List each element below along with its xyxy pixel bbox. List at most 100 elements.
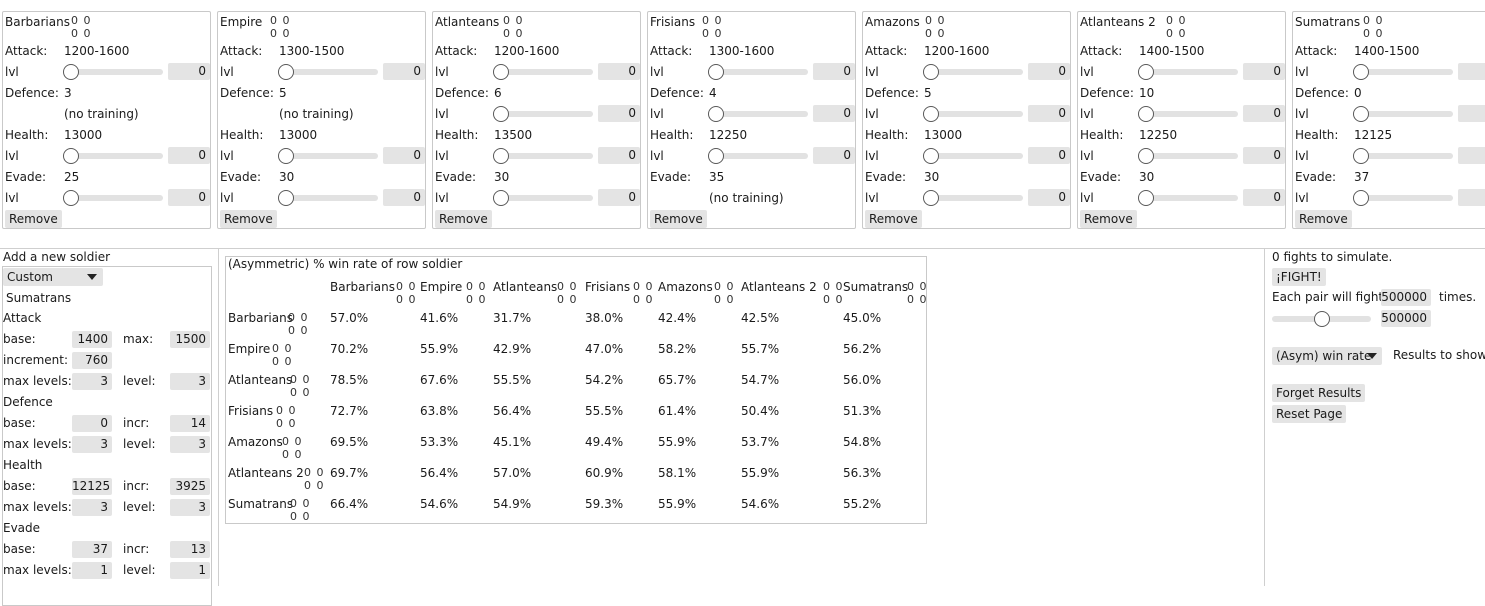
evade-base-input[interactable]: 37 [72,541,112,558]
slider-knob[interactable] [1138,64,1154,80]
fights-slider[interactable] [1272,309,1371,329]
evade-level-slider[interactable] [278,188,378,208]
slider-knob[interactable] [1138,106,1154,122]
remove-button[interactable]: Remove [435,210,492,228]
remove-button[interactable]: Remove [5,210,62,228]
health-level-slider[interactable] [278,146,378,166]
slider-knob[interactable] [1353,190,1369,206]
attack-level-input[interactable]: 3 [170,373,210,390]
attack-increment-input[interactable]: 760 [72,352,112,369]
evade-incr-input[interactable]: 13 [170,541,210,558]
evade-level-slider[interactable] [63,188,163,208]
slider-knob[interactable] [1138,190,1154,206]
health-level-slider[interactable] [923,146,1023,166]
evade-level-input[interactable]: 0 [598,189,640,206]
attack-base-input[interactable]: 1400 [72,331,112,348]
health-level-input[interactable]: 0 [1028,147,1070,164]
slider-knob[interactable] [1138,148,1154,164]
slider-knob[interactable] [923,64,939,80]
health-level-input[interactable]: 0 [598,147,640,164]
slider-knob[interactable] [1353,148,1369,164]
attack-level-input[interactable]: 0 [1028,63,1070,80]
evade-level-slider[interactable] [493,188,593,208]
evade-max-levels-input[interactable]: 1 [72,562,112,579]
slider-knob[interactable] [278,190,294,206]
health-level-slider[interactable] [1138,146,1238,166]
defence-level-input[interactable]: 0 [1243,105,1285,122]
remove-button[interactable]: Remove [1295,210,1352,228]
health-level-slider[interactable] [63,146,163,166]
health-level-input[interactable]: 0 [168,147,210,164]
evade-level-input[interactable]: 0 [168,189,210,206]
attack-level-input[interactable]: 0 [1243,63,1285,80]
health-level-input[interactable]: 3 [170,499,210,516]
evade-level-slider[interactable] [1353,188,1453,208]
slider-knob[interactable] [1313,311,1330,327]
attack-level-slider[interactable] [1138,62,1238,82]
slider-knob[interactable] [63,190,79,206]
remove-button[interactable]: Remove [865,210,922,228]
attack-max-levels-input[interactable]: 3 [72,373,112,390]
defence-level-slider[interactable] [1353,104,1453,124]
defence-level-slider[interactable] [493,104,593,124]
defence-level-slider[interactable] [1138,104,1238,124]
defence-level-input[interactable]: 3 [170,436,210,453]
attack-level-slider[interactable] [708,62,808,82]
attack-level-slider[interactable] [923,62,1023,82]
defence-level-input[interactable]: 0 [1028,105,1070,122]
evade-level-input[interactable]: 0 [1028,189,1070,206]
evade-level-input[interactable]: 0 [1458,189,1485,206]
attack-level-slider[interactable] [1353,62,1453,82]
evade-level-slider[interactable] [1138,188,1238,208]
slider-knob[interactable] [1353,64,1369,80]
evade-level-input[interactable]: 0 [1243,189,1285,206]
slider-knob[interactable] [63,64,79,80]
defence-incr-input[interactable]: 14 [170,415,210,432]
attack-level-input[interactable]: 0 [168,63,210,80]
preset-select[interactable]: Custom [3,268,103,286]
defence-level-input[interactable]: 0 [813,105,855,122]
health-level-slider[interactable] [1353,146,1453,166]
slider-knob[interactable] [493,148,509,164]
health-level-input[interactable]: 0 [813,147,855,164]
slider-knob[interactable] [923,106,939,122]
fights-per-pair-input[interactable]: 500000 [1381,289,1431,306]
reset-page-button[interactable]: Reset Page [1272,405,1347,423]
attack-level-slider[interactable] [493,62,593,82]
fights-slider-value[interactable]: 500000 [1381,310,1431,327]
health-level-input[interactable]: 0 [383,147,425,164]
defence-level-input[interactable]: 0 [1458,105,1485,122]
remove-button[interactable]: Remove [650,210,707,228]
forget-results-button[interactable]: Forget Results [1272,384,1366,402]
slider-knob[interactable] [923,190,939,206]
evade-level-slider[interactable] [923,188,1023,208]
slider-knob[interactable] [708,64,724,80]
defence-level-slider[interactable] [708,104,808,124]
slider-knob[interactable] [493,190,509,206]
slider-knob[interactable] [63,148,79,164]
slider-knob[interactable] [278,64,294,80]
defence-max-levels-input[interactable]: 3 [72,436,112,453]
evade-level-input[interactable]: 1 [170,562,210,579]
defence-level-slider[interactable] [923,104,1023,124]
slider-knob[interactable] [923,148,939,164]
health-max-levels-input[interactable]: 3 [72,499,112,516]
attack-level-input[interactable]: 0 [1458,63,1485,80]
slider-knob[interactable] [493,106,509,122]
soldier-name-field[interactable]: Sumatrans [3,289,210,308]
slider-knob[interactable] [708,106,724,122]
attack-level-slider[interactable] [278,62,378,82]
remove-button[interactable]: Remove [220,210,277,228]
attack-level-input[interactable]: 0 [598,63,640,80]
health-level-input[interactable]: 0 [1243,147,1285,164]
attack-level-slider[interactable] [63,62,163,82]
health-base-input[interactable]: 12125 [72,478,112,495]
defence-level-input[interactable]: 0 [598,105,640,122]
evade-level-input[interactable]: 0 [383,189,425,206]
fight-button[interactable]: ¡FIGHT! [1272,268,1326,286]
remove-button[interactable]: Remove [1080,210,1137,228]
health-incr-input[interactable]: 3925 [170,478,210,495]
health-level-input[interactable]: 0 [1458,147,1485,164]
slider-knob[interactable] [278,148,294,164]
results-select[interactable]: (Asym) win rate [1272,347,1382,365]
